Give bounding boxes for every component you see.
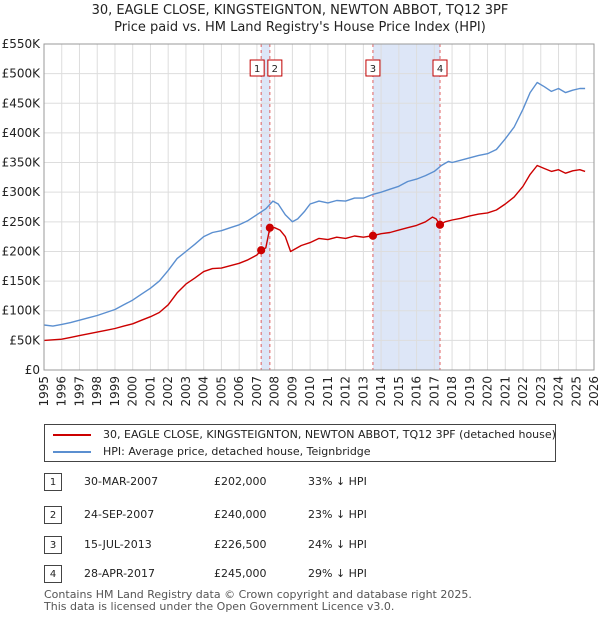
- transaction-hpi-diff: 24% ↓ HPI: [308, 538, 367, 551]
- x-tick-label: 2008: [268, 376, 282, 407]
- legend-item-property: 30, EAGLE CLOSE, KINGSTEIGNTON, NEWTON A…: [53, 427, 556, 443]
- x-tick-label: 1997: [72, 376, 86, 407]
- y-tick-label: £250K: [2, 215, 42, 229]
- y-tick-label: £350K: [2, 156, 42, 170]
- y-tick-label: £50K: [9, 333, 41, 347]
- sale-badge: [365, 59, 381, 77]
- x-tick-label: 2025: [569, 376, 583, 407]
- y-tick-label: £300K: [2, 185, 42, 199]
- x-tick-label: 2016: [410, 376, 424, 407]
- x-tick-label: 2005: [214, 376, 228, 407]
- transaction-hpi-diff: 33% ↓ HPI: [308, 475, 367, 488]
- legend: 30, EAGLE CLOSE, KINGSTEIGNTON, NEWTON A…: [44, 424, 556, 462]
- sale-badge-label: 3: [370, 64, 376, 75]
- y-tick-label: £450K: [2, 96, 42, 110]
- sale-badge-label: 2: [272, 64, 278, 75]
- legend-label-property: 30, EAGLE CLOSE, KINGSTEIGNTON, NEWTON A…: [103, 428, 556, 441]
- transaction-number: 4: [44, 565, 62, 583]
- transaction-number: 2: [44, 506, 62, 524]
- transaction-price: £202,000: [214, 475, 267, 488]
- x-tick-label: 2006: [232, 376, 246, 407]
- x-tick-label: 2011: [321, 376, 335, 407]
- transaction-row: 1 30-MAR-2007 £202,000 33% ↓ HPI: [44, 471, 404, 493]
- transaction-number: 3: [44, 536, 62, 554]
- transaction-hpi-diff: 23% ↓ HPI: [308, 508, 367, 521]
- x-tick-label: 1996: [55, 376, 69, 407]
- legend-label-hpi: HPI: Average price, detached house, Teig…: [103, 445, 371, 458]
- transaction-date: 24-SEP-2007: [84, 508, 155, 521]
- chart-title-line1: 30, EAGLE CLOSE, KINGSTEIGNTON, NEWTON A…: [91, 3, 509, 18]
- transaction-row: 4 28-APR-2017 £245,000 29% ↓ HPI: [44, 563, 404, 585]
- x-tick-label: 2009: [285, 376, 299, 407]
- sale-point: [257, 246, 266, 255]
- hpi-line: [43, 81, 586, 327]
- sale-badge: [267, 59, 283, 77]
- sale-point: [435, 220, 445, 229]
- y-tick-label: £0: [25, 363, 40, 377]
- x-tick-label: 2012: [339, 376, 353, 407]
- sale-point: [265, 223, 274, 232]
- x-tick-label: 2002: [161, 376, 175, 407]
- footer-line1: Contains HM Land Registry data © Crown c…: [44, 588, 472, 601]
- transaction-price: £226,500: [214, 538, 267, 551]
- x-tick-label: 2013: [356, 376, 370, 407]
- x-tick-label: 2003: [179, 376, 193, 407]
- y-tick-label: £200K: [2, 244, 42, 258]
- chart-title: 30, EAGLE CLOSE, KINGSTEIGNTON, NEWTON A…: [0, 2, 600, 36]
- y-tick-label: £550K: [2, 37, 42, 51]
- price-chart: £0 £50K £100K £150K £200K £250K £300K £350K £400…: [2, 37, 600, 407]
- transaction-hpi-diff: 29% ↓ HPI: [308, 567, 367, 580]
- sale-point: [368, 231, 378, 240]
- x-tick-label: 2004: [197, 376, 211, 407]
- highlight-span: [261, 44, 270, 370]
- x-tick-label: 2019: [463, 376, 477, 407]
- property-price-line: [43, 164, 586, 342]
- sale-badge-label: 4: [437, 64, 443, 75]
- x-tick-label: 2001: [143, 376, 157, 407]
- transaction-price: £240,000: [214, 508, 267, 521]
- x-tick-label: 2024: [552, 376, 566, 407]
- x-tick-label: 2007: [250, 376, 264, 407]
- y-tick-label: £500K: [2, 67, 42, 81]
- x-tick-label: 2021: [498, 376, 512, 407]
- y-tick-label: £150K: [2, 274, 42, 288]
- chart-title-line2: Price paid vs. HM Land Registry's House …: [114, 20, 486, 35]
- y-tick-label: £400K: [2, 126, 42, 140]
- legend-item-hpi: HPI: Average price, detached house, Teig…: [53, 444, 371, 460]
- x-tick-label: 2018: [445, 376, 459, 407]
- sale-badge: [249, 59, 265, 77]
- footer-line2: This data is licensed under the Open Gov…: [44, 600, 395, 613]
- highlight-span: [372, 44, 440, 370]
- x-tick-label: 2026: [587, 376, 600, 407]
- x-tick-label: 1999: [108, 376, 122, 407]
- transaction-date: 30-MAR-2007: [84, 475, 159, 488]
- x-tick-label: 2010: [303, 376, 317, 407]
- footer: Contains HM Land Registry data © Crown c…: [44, 589, 472, 613]
- x-tick-label: 2015: [392, 376, 406, 407]
- x-tick-label: 1998: [90, 376, 104, 407]
- transaction-row: 2 24-SEP-2007 £240,000 23% ↓ HPI: [44, 504, 404, 526]
- sale-badge: [432, 59, 448, 77]
- x-tick-label: 2022: [516, 376, 530, 407]
- transaction-row: 3 15-JUL-2013 £226,500 24% ↓ HPI: [44, 534, 404, 556]
- transaction-number: 1: [44, 473, 62, 491]
- transaction-date: 28-APR-2017: [84, 567, 156, 580]
- plot-frame: [43, 43, 595, 371]
- sale-badge-label: 1: [254, 64, 260, 75]
- y-tick-label: £100K: [2, 304, 42, 318]
- x-tick-label: 2000: [126, 376, 140, 407]
- x-tick-label: 2023: [534, 376, 548, 407]
- x-tick-label: 2017: [427, 376, 441, 407]
- legend-swatch-property: [53, 434, 91, 436]
- transaction-price: £245,000: [214, 567, 267, 580]
- transaction-date: 15-JUL-2013: [84, 538, 152, 551]
- legend-swatch-hpi: [53, 451, 91, 453]
- x-tick-label: 2020: [481, 376, 495, 407]
- x-tick-label: 1995: [37, 376, 51, 407]
- x-tick-label: 2014: [374, 376, 388, 407]
